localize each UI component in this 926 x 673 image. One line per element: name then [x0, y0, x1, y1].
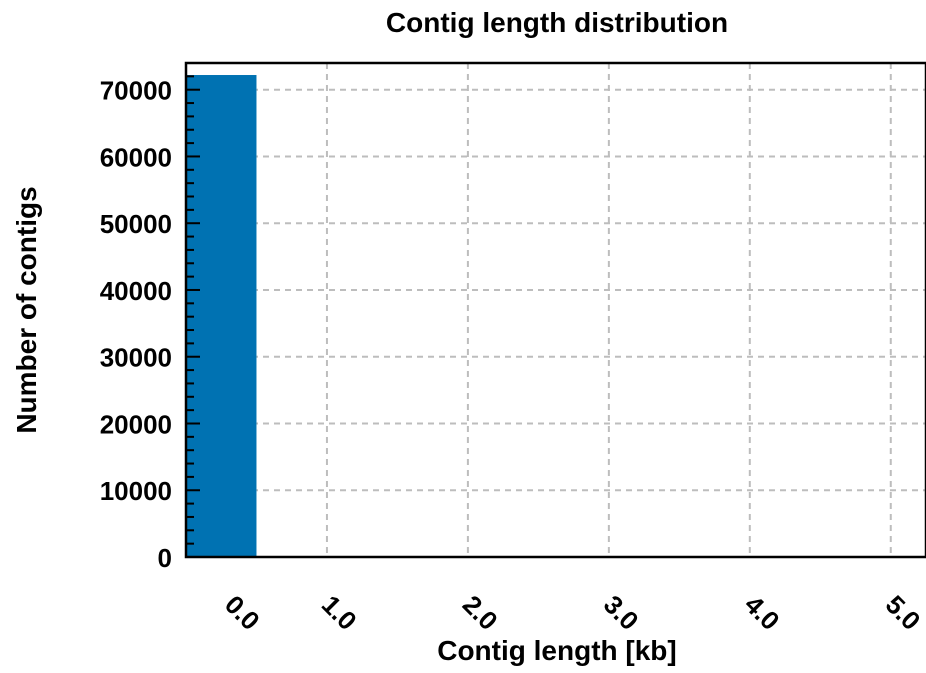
- x-axis-label: Contig length [kb]: [437, 635, 677, 666]
- y-tick-label: 0: [158, 543, 172, 573]
- y-tick-label: 40000: [100, 276, 172, 306]
- y-tick-label: 20000: [100, 409, 172, 439]
- y-tick-label: 50000: [100, 209, 172, 239]
- x-tick-label: 2.0: [457, 589, 504, 636]
- x-tick-label: 1.0: [316, 589, 363, 636]
- y-axis-label: Number of contigs: [11, 186, 42, 433]
- histogram-bar: [186, 75, 257, 558]
- bars: [186, 75, 257, 558]
- y-tick-label: 30000: [100, 343, 172, 373]
- y-tick-label: 10000: [100, 476, 172, 506]
- plot-frame: [184, 61, 926, 559]
- grid-lines: [186, 63, 926, 557]
- y-tick-label: 70000: [100, 76, 172, 106]
- x-tick-label: 4.0: [739, 589, 786, 636]
- y-tick-label: 60000: [100, 142, 172, 172]
- x-tick-label: 5.0: [880, 589, 926, 636]
- chart-title: Contig length distribution: [386, 7, 728, 38]
- x-tick-label: 0.0: [219, 589, 266, 636]
- x-tick-label: 3.0: [598, 589, 645, 636]
